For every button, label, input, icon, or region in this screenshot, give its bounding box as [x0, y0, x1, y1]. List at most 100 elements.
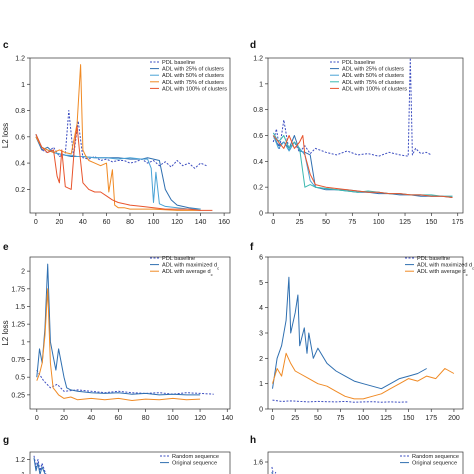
- x-tick-label: 40: [87, 415, 95, 422]
- chart-panel-e: 0 20 40 60 80 100 120 140 0.25 0.5 0.75 1 1.25 1.5 1.7…: [1, 242, 233, 422]
- series-line-pdl-baseline: [35, 110, 207, 169]
- legend-label: PDL baseline: [417, 256, 450, 262]
- series-line-pdl-baseline: [272, 399, 409, 403]
- y-tick-label: 0.8: [253, 107, 263, 114]
- legend-label: ADL with 100% of clusters: [342, 86, 407, 92]
- x-tick-label: 150: [426, 219, 438, 226]
- legend-label: ADL with 100% of clusters: [162, 86, 227, 92]
- legend-label: ADL with 75% of clusters: [162, 80, 224, 86]
- x-tick-label: 175: [452, 219, 464, 226]
- y-tick-label: 0: [259, 407, 263, 414]
- x-tick-label: 50: [322, 219, 330, 226]
- chart-panel-f: 0 25 50 75 100 125 150 175 200 0 1 2 3 4 5 6f PDL baseli…: [250, 242, 474, 422]
- y-tick-label: 4: [259, 305, 263, 312]
- x-tick-label: 50: [314, 415, 322, 422]
- y-tick-label: 0.8: [15, 108, 25, 115]
- y-tick-label: 0.25: [11, 392, 25, 399]
- legend-label: ADL with 50% of clusters: [162, 73, 224, 79]
- y-tick-label: 1.2: [15, 457, 25, 464]
- legend-label: PDL baseline: [162, 60, 195, 66]
- series-group: [33, 455, 47, 474]
- series-line-random-sequence: [33, 455, 47, 474]
- x-tick-label: 0: [35, 415, 39, 422]
- y-tick-label: 1: [259, 381, 263, 388]
- y-tick-label: 0.2: [253, 185, 263, 192]
- y-tick-label: 0.5: [15, 375, 25, 382]
- x-tick-label: 25: [296, 219, 304, 226]
- y-tick-label: 6: [259, 255, 263, 262]
- x-tick-label: 150: [403, 415, 415, 422]
- x-tick-label: 60: [103, 219, 111, 226]
- legend-subscript: c: [472, 265, 474, 270]
- series-group: [272, 276, 455, 403]
- legend-label: ADL with 25% of clusters: [162, 67, 224, 73]
- x-tick-label: 125: [399, 219, 411, 226]
- y-tick-label: 0.6: [253, 133, 263, 140]
- x-tick-label: 100: [373, 219, 385, 226]
- y-tick-label: 1: [21, 82, 25, 89]
- series-line-adl-with-average-d-c: [36, 288, 201, 401]
- x-tick-label: 120: [171, 219, 183, 226]
- legend-label: ADL with average dc: [417, 269, 468, 277]
- x-tick-label: 120: [194, 415, 206, 422]
- panel-letter: c: [3, 40, 9, 51]
- series-group: [35, 64, 213, 211]
- x-tick-label: 80: [126, 219, 134, 226]
- series-line-pdl-baseline: [272, 58, 432, 157]
- y-tick-label: 1.2: [15, 56, 25, 63]
- y-tick-label: 1.2: [253, 56, 263, 63]
- panel-letter: f: [250, 242, 254, 253]
- y-tick-label: 1.25: [11, 322, 25, 329]
- y-tick-label: 1: [21, 339, 25, 346]
- series-group: [36, 263, 214, 401]
- legend-subscript: c: [466, 272, 468, 277]
- x-tick-label: 160: [218, 219, 230, 226]
- panel-letter: d: [250, 40, 256, 51]
- y-tick-label: 0.4: [253, 159, 263, 166]
- series-line-adl-with-100-of-clusters: [272, 135, 453, 198]
- y-axis-label: L2 loss: [1, 123, 10, 148]
- legend-label: PDL baseline: [342, 60, 375, 66]
- series-line-original-sequence: [33, 457, 46, 474]
- chart-panel-d: 0 25 50 75 100 125 150 175 0 0.2 0.4 0.6 0.8 1 1.2 d PDL…: [250, 40, 464, 226]
- legend-label: ADL with average dc: [162, 269, 213, 277]
- legend-label: ADL with maximized dc: [162, 263, 219, 271]
- series-line-adl-with-50-of-clusters: [35, 133, 201, 210]
- series-line-adl-with-maximized-d-c: [36, 263, 201, 396]
- x-tick-label: 100: [167, 415, 179, 422]
- x-tick-label: 200: [448, 415, 460, 422]
- legend-label: Original sequence: [412, 461, 457, 467]
- x-tick-label: 60: [115, 415, 123, 422]
- legend-label: ADL with 50% of clusters: [342, 73, 404, 79]
- series-line-adl-with-75-of-clusters: [272, 132, 453, 197]
- x-tick-label: 0: [271, 415, 275, 422]
- y-tick-label: 3: [259, 331, 263, 338]
- legend-label: ADL with 25% of clusters: [342, 67, 404, 73]
- y-tick-label: 2: [21, 269, 25, 276]
- y-tick-label: 0.6: [15, 134, 25, 141]
- x-tick-label: 0: [271, 219, 275, 226]
- x-tick-label: 125: [380, 415, 392, 422]
- y-tick-label: 0: [259, 211, 263, 218]
- x-tick-label: 0: [34, 219, 38, 226]
- legend-label: ADL with 75% of clusters: [342, 80, 404, 86]
- panel-letter: g: [3, 435, 9, 446]
- chart-panel-c: 0 20 40 60 80 100 120 140 160 0.2 0.4 0.6 0.8 1 1.2 L2 …: [1, 40, 231, 226]
- series-line-adl-with-100-of-clusters: [35, 125, 213, 211]
- y-tick-label: 1.75: [11, 286, 25, 293]
- y-tick-label: 5: [259, 280, 263, 287]
- legend-subscript: c: [217, 265, 219, 270]
- plot-frame: [267, 451, 464, 474]
- panel-letter: h: [250, 435, 256, 446]
- x-tick-label: 75: [337, 415, 345, 422]
- x-tick-label: 140: [195, 219, 207, 226]
- y-tick-label: 0.4: [15, 161, 25, 168]
- legend-label: Original sequence: [172, 461, 217, 467]
- y-tick-label: 1.6: [253, 460, 263, 467]
